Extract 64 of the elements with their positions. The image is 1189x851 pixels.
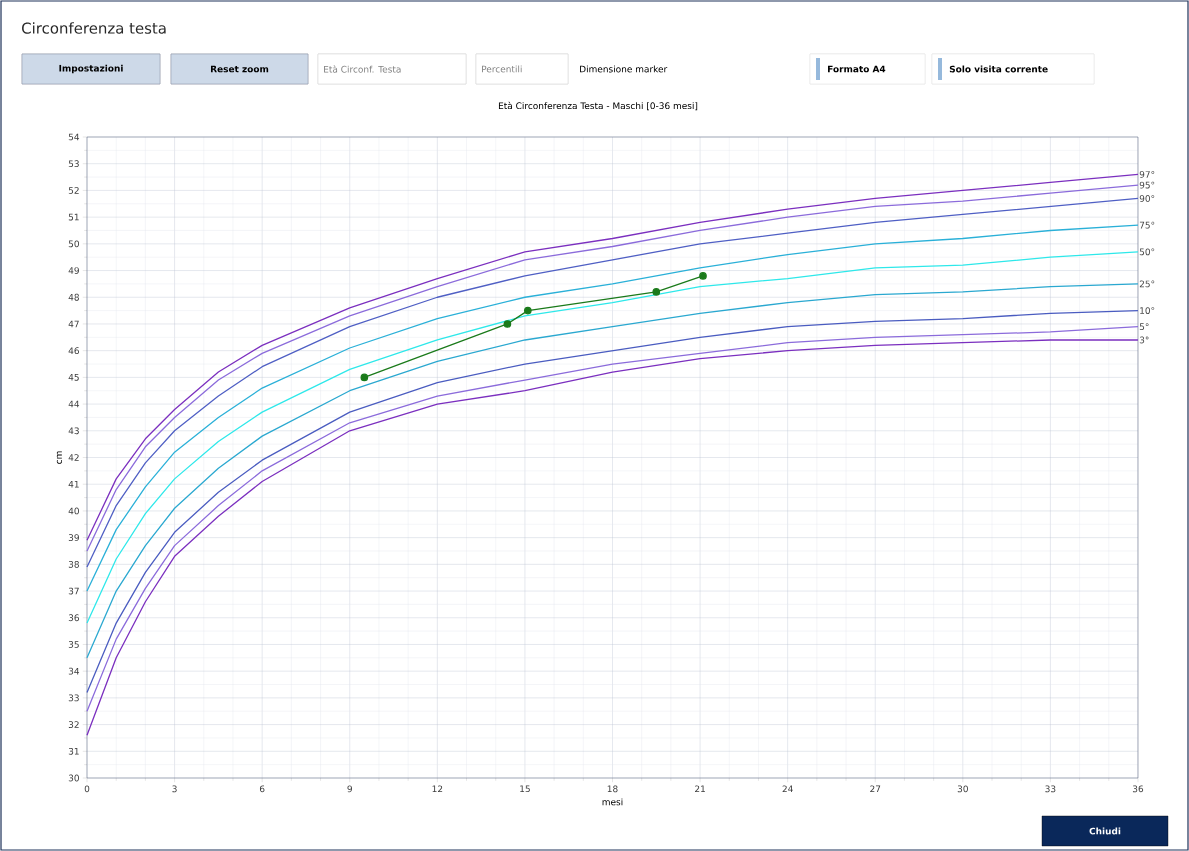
y-tick-label: 42: [68, 454, 79, 461]
series-label: 3°: [1139, 336, 1149, 344]
point: [360, 373, 369, 382]
y-tick-label: 37: [68, 587, 79, 595]
y-tick-label: 40: [68, 507, 79, 515]
text: Dimensione marker: [580, 65, 668, 73]
y-tick-label: 36: [68, 614, 79, 622]
y-axis-title: cm: [56, 451, 62, 464]
y-tick-label: 54: [68, 133, 80, 141]
x-tick-label: 24: [782, 785, 793, 793]
y-tick-label: 31: [68, 747, 79, 755]
x-tick-label: 33: [1045, 785, 1056, 793]
x-tick-label: 21: [695, 785, 705, 793]
text: Formato A4: [828, 65, 886, 73]
series-label: 97°: [1139, 171, 1155, 178]
chart-title: Circonferenza testa: [22, 22, 166, 34]
y-tick-label: 41: [68, 480, 79, 488]
y-tick-label: 52: [68, 187, 79, 194]
text: Età Circonf. Testa: [324, 65, 401, 73]
x-tick-label: 27: [870, 785, 881, 793]
y-tick-label: 47: [68, 320, 79, 328]
y-tick-label: 32: [68, 721, 79, 728]
y-tick-label: 39: [68, 534, 79, 542]
y-tick-label: 30: [68, 774, 79, 782]
x-tick-label: 30: [957, 785, 968, 793]
point: [524, 306, 532, 315]
y-tick-label: 35: [68, 641, 79, 648]
y-tick-label: 38: [68, 560, 79, 568]
text: Chiudi: [1089, 827, 1121, 835]
y-tick-label: 50: [68, 240, 79, 248]
series-label: 95°: [1139, 181, 1155, 189]
x-tick-label: 12: [432, 785, 443, 793]
point: [652, 288, 661, 296]
x-tick-label: 15: [520, 785, 530, 793]
x-tick-label: 6: [259, 785, 265, 793]
text: Impostazioni: [59, 64, 123, 74]
series-label: 10°: [1140, 307, 1155, 314]
x-tick-label: 3: [172, 785, 177, 793]
y-tick-label: 45: [68, 374, 79, 381]
series-label: 50°: [1139, 248, 1155, 256]
y-tick-label: 48: [68, 293, 79, 301]
text: Percentili: [482, 65, 522, 73]
x-axis-title: mesi: [602, 798, 623, 806]
point: [699, 272, 707, 280]
series-label: 5°: [1139, 323, 1149, 331]
chart-subtitle: Età Circonferenza Testa - Maschi [0-36 mesi]: [498, 101, 698, 111]
y-tick-label: 51: [68, 213, 79, 221]
y-tick-label: 44: [68, 400, 80, 408]
x-tick-label: 0: [84, 785, 90, 793]
series-label: 75°: [1139, 221, 1155, 229]
text: Solo visita corrente: [949, 65, 1048, 73]
y-tick-label: 46: [68, 347, 79, 355]
x-tick-label: 9: [347, 785, 352, 793]
x-tick-label: 18: [607, 785, 618, 793]
point: [503, 320, 512, 328]
y-tick-label: 33: [68, 694, 79, 702]
y-tick-label: 49: [68, 267, 79, 274]
y-tick-label: 34: [68, 667, 80, 675]
series-label: 25°: [1139, 280, 1155, 288]
x-tick-label: 36: [1132, 785, 1144, 793]
y-tick-label: 43: [68, 427, 79, 435]
series-label: 90°: [1139, 195, 1155, 202]
text: Reset zoom: [210, 65, 269, 73]
y-tick-label: 53: [68, 160, 79, 168]
